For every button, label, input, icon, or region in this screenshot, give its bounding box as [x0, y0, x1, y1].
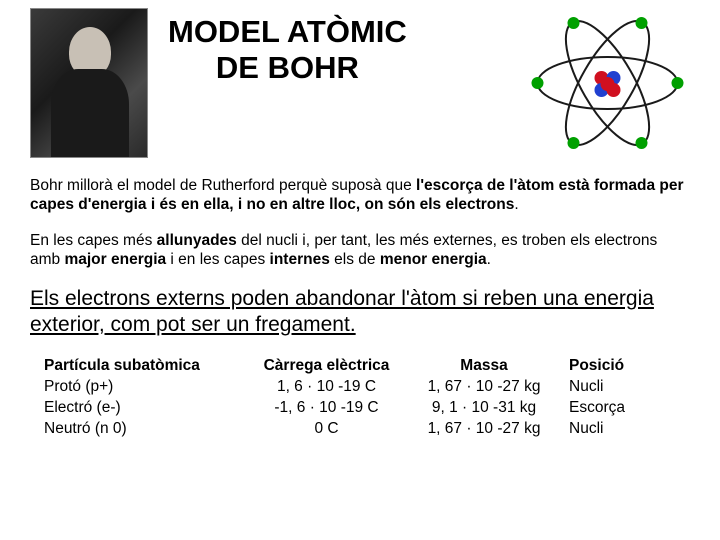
th-position: Posició	[559, 356, 659, 377]
p1-post: .	[514, 196, 518, 213]
p1-pre: Bohr millorà el model de Rutherford perq…	[30, 177, 416, 194]
bohr-photo	[30, 8, 148, 158]
table-row: 1, 67 · 10 -27 kg	[409, 377, 559, 398]
table-row: Neutró (n 0)	[44, 419, 244, 440]
th-particle: Partícula subatòmica	[44, 356, 244, 377]
table-row: Protó (p+)	[44, 377, 244, 398]
p2g: els de	[330, 251, 380, 268]
particle-table: Partícula subatòmica Càrrega elèctrica M…	[30, 356, 690, 440]
header-row: MODEL ATÒMIC DE BOHR	[30, 8, 690, 158]
p2e: i en les capes	[166, 251, 269, 268]
table-row: 1, 67 · 10 -27 kg	[409, 419, 559, 440]
p2d: major energia	[64, 251, 166, 268]
p2h: menor energia	[380, 251, 487, 268]
th-charge: Càrrega elèctrica	[244, 356, 409, 377]
paragraph-2: En les capes més allunyades del nucli i,…	[30, 231, 690, 270]
underlined-statement: Els electrons externs poden abandonar l'…	[30, 286, 690, 339]
p2f: internes	[270, 251, 330, 268]
p2i: .	[487, 251, 491, 268]
table-row: 1, 6 · 10 -19 C	[244, 377, 409, 398]
p2a: En les capes més	[30, 232, 157, 249]
page-title: MODEL ATÒMIC DE BOHR	[168, 8, 407, 85]
table-row: 9, 1 · 10 -31 kg	[409, 398, 559, 419]
paragraph-1: Bohr millorà el model de Rutherford perq…	[30, 176, 690, 215]
p2b: allunyades	[157, 232, 237, 249]
table-row: Escorça	[559, 398, 659, 419]
title-line-2: DE BOHR	[216, 50, 359, 85]
table-row: -1, 6 · 10 -19 C	[244, 398, 409, 419]
table-row: Nucli	[559, 377, 659, 398]
table-row: Nucli	[559, 419, 659, 440]
atom-diagram	[525, 8, 690, 158]
title-line-1: MODEL ATÒMIC	[168, 14, 407, 49]
th-mass: Massa	[409, 356, 559, 377]
table-row: Electró (e-)	[44, 398, 244, 419]
table-row: 0 C	[244, 419, 409, 440]
